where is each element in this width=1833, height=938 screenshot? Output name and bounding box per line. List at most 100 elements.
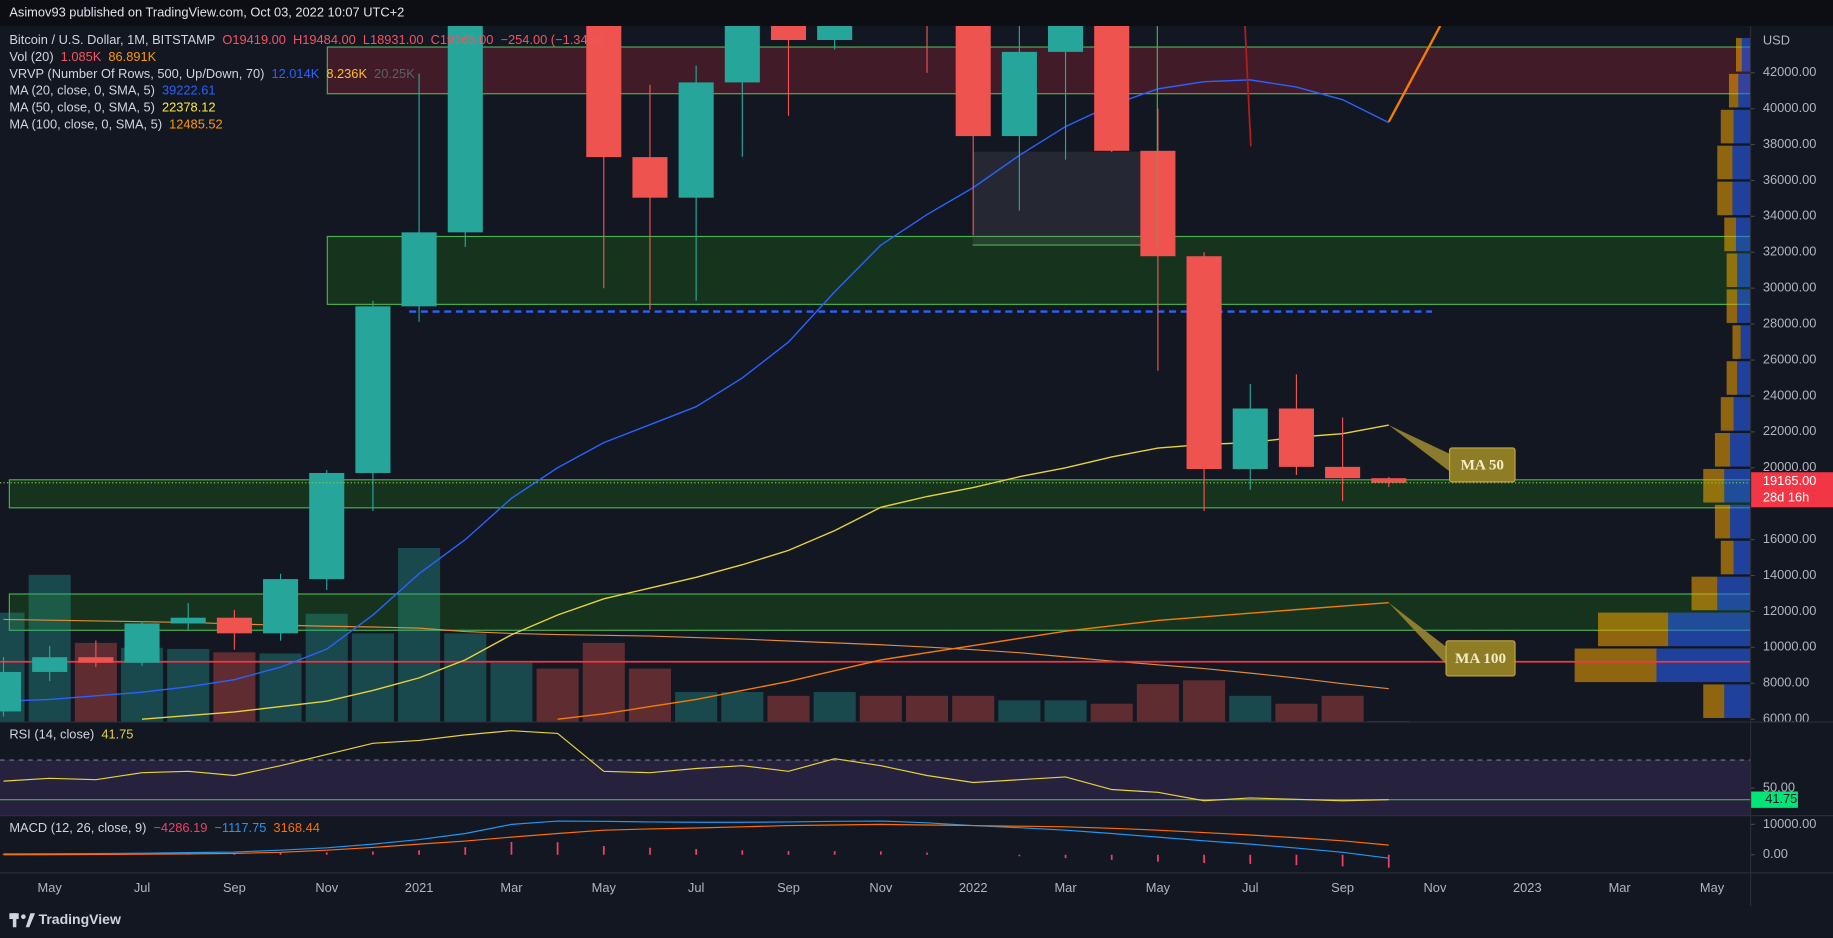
rsi-value: 41.75	[101, 727, 133, 742]
profile-down	[1726, 253, 1738, 288]
zone	[8, 479, 1751, 509]
x-tick-label: Mar	[500, 880, 523, 895]
legend-value: 8.236K	[326, 66, 367, 81]
publisher-line: Asimov93 published on TradingView.com, O…	[9, 4, 404, 19]
x-tick-label: Sep	[223, 880, 246, 895]
macd-pane	[2, 820, 1390, 868]
legend-label: MA (50, close, 0, SMA, 5)	[9, 100, 155, 115]
candle-body	[263, 579, 299, 634]
profile-down	[1703, 468, 1725, 503]
profile-down	[1720, 109, 1734, 144]
x-tick-label: May	[1700, 880, 1725, 895]
legend-label: VRVP (Number Of Rows, 500, Up/Down, 70)	[9, 66, 264, 81]
volume-bar	[1321, 695, 1364, 722]
y-tick-label: 20000.00	[1763, 459, 1817, 474]
legend-value: 12485.52	[169, 117, 223, 132]
y-tick-label: 34000.00	[1763, 208, 1817, 223]
legend-value: 20.25K	[374, 66, 415, 81]
profile-up	[1738, 73, 1751, 108]
volume-bar	[628, 668, 672, 722]
volume-bar	[1275, 703, 1318, 722]
y-tick-label: 42000.00	[1763, 64, 1817, 79]
candle-body	[401, 232, 437, 307]
logo-mark	[25, 913, 36, 928]
y-tick-label: 30000.00	[1763, 280, 1817, 295]
macd-name: MACD (12, 26, close, 9)	[9, 820, 146, 835]
volume-bar	[259, 653, 302, 722]
profile-up	[1717, 576, 1751, 611]
legend-row: MA (20, close, 0, SMA, 5) 39222.61	[9, 83, 215, 98]
x-tick-label: Mar	[1609, 880, 1632, 895]
legend-value: 12.014K	[271, 66, 319, 81]
logo	[9, 913, 36, 928]
volume-bar	[905, 695, 949, 722]
profile-down	[1598, 612, 1669, 647]
candle-body	[447, 25, 483, 233]
rsi-pane	[0, 730, 1751, 816]
rsi-name: RSI (14, close)	[9, 727, 94, 742]
trend-line	[1244, 25, 1252, 147]
y-tick-label: 8000.00	[1763, 675, 1809, 690]
legend-value: 1.085K	[61, 49, 102, 64]
trend-line	[1387, 25, 1442, 123]
legend-value: H19484.00	[293, 33, 356, 48]
x-tick-label: Jul	[1242, 880, 1258, 895]
y-tick-label: 16000.00	[1763, 531, 1817, 546]
volume-bar	[1090, 703, 1133, 722]
countdown-label: 28d 16h	[1763, 489, 1809, 504]
x-tick-label: May	[592, 880, 617, 895]
legend-value: O19419.00	[222, 33, 286, 48]
legend-value: 22378.12	[162, 100, 216, 115]
legend-value: −254.00 (−1.34%)	[500, 33, 603, 48]
footer	[0, 906, 1833, 938]
profile-down	[1717, 181, 1733, 216]
last-price-label: 19165.00	[1763, 473, 1817, 488]
profile-up	[1737, 289, 1751, 323]
callout-arrow	[1388, 602, 1447, 665]
macd-value: 3168.44	[273, 820, 319, 835]
volume-bar	[490, 662, 533, 722]
profile-up	[1656, 648, 1751, 683]
callout-box	[1448, 447, 1516, 483]
profile-up	[1741, 37, 1751, 72]
profile-down	[1714, 504, 1731, 539]
y-tick-label: 36000.00	[1763, 172, 1817, 187]
candle-body	[817, 25, 853, 41]
y-tick-label: 32000.00	[1763, 244, 1817, 259]
rsi-band	[0, 760, 1751, 816]
profile-down	[1724, 217, 1736, 252]
rsi-title: RSI (14, close) 41.75	[9, 727, 133, 742]
volume-bar	[1367, 721, 1410, 722]
profile-up	[1733, 397, 1751, 431]
callout-text: MA 50	[1461, 457, 1505, 474]
x-tick-label: May	[38, 880, 63, 895]
moving-average	[141, 424, 1389, 720]
signal-line	[3, 823, 1389, 856]
profile-down	[1726, 361, 1738, 395]
legend-row: Bitcoin / U.S. Dollar, 1M, BITSTAMP O1941…	[9, 33, 603, 48]
legend-value: C19165.00	[431, 33, 494, 48]
macd-title: MACD (12, 26, close, 9) −4286.19 −1117.75 3…	[9, 820, 320, 835]
volume-bar	[1044, 700, 1087, 722]
profile-up	[1730, 504, 1751, 539]
rsi-tag-label: 41.75	[1765, 791, 1797, 806]
main-pane	[0, 25, 1751, 722]
volume-bar	[351, 633, 394, 722]
x-tick-label: Mar	[1054, 880, 1077, 895]
y-tick-label: 24000.00	[1763, 387, 1817, 402]
y-tick-label: 50.00	[1763, 780, 1795, 795]
volume-bar	[213, 652, 256, 722]
drawings	[1156, 25, 1442, 246]
profile-up	[1733, 109, 1751, 144]
candle-body	[309, 472, 345, 580]
volume-bar	[305, 613, 348, 722]
rsi-tag	[1751, 791, 1798, 808]
candle-body	[1278, 408, 1314, 467]
y-tick-label: 14000.00	[1763, 567, 1817, 582]
legend-value: 39222.61	[162, 83, 216, 98]
x-tick-label: 2023	[1513, 880, 1542, 895]
legend-label: MA (100, close, 0, SMA, 5)	[9, 117, 162, 132]
legend-row: VRVP (Number Of Rows, 500, Up/Down, 70) 1…	[9, 66, 415, 81]
legend-row: MA (100, close, 0, SMA, 5) 12485.52	[9, 117, 222, 132]
